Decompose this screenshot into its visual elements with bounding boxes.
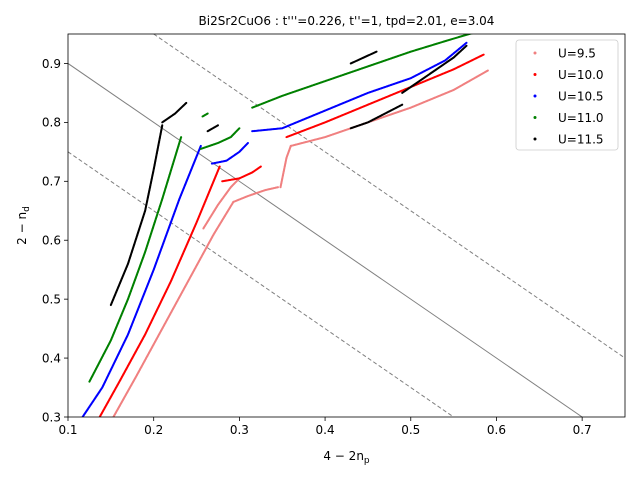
- data-point: [474, 31, 476, 33]
- data-point: [473, 32, 475, 34]
- series-5: [109, 44, 468, 307]
- data-point: [478, 30, 480, 32]
- y-axis-label-subscript: d: [22, 206, 32, 212]
- legend-box: [515, 39, 619, 151]
- data-point: [216, 124, 220, 127]
- legend-marker: [533, 94, 537, 98]
- legend-marker: [533, 116, 537, 119]
- data-point: [477, 31, 479, 33]
- reference-line-3: [153, 34, 625, 359]
- legend-marker: [533, 51, 537, 55]
- x-axis: 0.1 0.2 0.3 0.4 0.5 0.6 0.7: [58, 417, 592, 437]
- data-point: [465, 44, 468, 47]
- data-point: [238, 127, 241, 130]
- data-point: [476, 31, 478, 33]
- data-point: [185, 101, 188, 104]
- x-tick-label: 0.6: [487, 423, 506, 437]
- data-point: [486, 69, 489, 72]
- y-axis-label-main: 2 − n: [15, 212, 29, 245]
- data-point: [206, 112, 209, 115]
- y-tick-label: 0.7: [42, 175, 61, 189]
- x-axis-label-subscript: p: [364, 456, 370, 466]
- y-tick-label: 0.8: [42, 116, 61, 130]
- data-point: [218, 165, 221, 168]
- reference-line-1: [68, 63, 583, 417]
- series-1: [112, 69, 489, 417]
- series-3: [81, 41, 468, 417]
- legend-entry-label: U=11.5: [558, 132, 604, 146]
- legend-entry-label: U=10.5: [558, 89, 604, 103]
- x-tick-label: 0.1: [58, 423, 77, 437]
- y-tick-label: 0.9: [42, 57, 61, 71]
- x-axis-label: 4 − 2np: [323, 449, 370, 466]
- reference-lines: [68, 34, 625, 417]
- data-point: [482, 53, 485, 56]
- data-point: [465, 41, 468, 44]
- data-point: [161, 124, 164, 127]
- data-point: [477, 30, 479, 32]
- x-tick-label: 0.4: [316, 423, 335, 437]
- x-tick-label: 0.2: [144, 423, 163, 437]
- series-2: [98, 53, 485, 417]
- legend-marker: [533, 73, 537, 76]
- legend-marker: [533, 137, 537, 141]
- legend-entry-label: U=11.0: [558, 111, 604, 125]
- y-tick-label: 0.4: [42, 351, 61, 365]
- data-point: [401, 103, 404, 106]
- data-point: [276, 186, 280, 189]
- x-tick-label: 0.3: [230, 423, 249, 437]
- x-axis-label-main: 4 − 2n: [323, 449, 364, 463]
- y-axis: 0.3 0.4 0.5 0.6 0.7 0.8 0.9: [42, 57, 68, 424]
- legend: U=9.5 U=10.0 U=10.5 U=11.0 U=11.5: [515, 39, 619, 151]
- data-point: [199, 144, 202, 147]
- legend-entry-label: U=10.0: [558, 68, 604, 82]
- data-point: [246, 141, 249, 145]
- y-axis-label: 2 − nd: [15, 206, 32, 245]
- series-4: [88, 30, 480, 383]
- data-point: [259, 165, 262, 168]
- data-point: [472, 32, 474, 34]
- chart-title: Bi2Sr2CuO6 : t'''=0.226, t''=1, tpd=2.01…: [199, 14, 495, 28]
- y-tick-label: 0.5: [42, 292, 61, 306]
- plot-frame: [67, 33, 626, 418]
- data-point: [180, 136, 183, 139]
- legend-entry-label: U=9.5: [558, 46, 596, 60]
- data-point: [375, 50, 378, 53]
- series-layer: [81, 30, 489, 417]
- y-tick-label: 0.6: [42, 234, 61, 248]
- x-tick-label: 0.5: [401, 423, 420, 437]
- y-tick-label: 0.3: [42, 410, 61, 424]
- data-point: [475, 31, 477, 33]
- x-tick-label: 0.7: [573, 423, 592, 437]
